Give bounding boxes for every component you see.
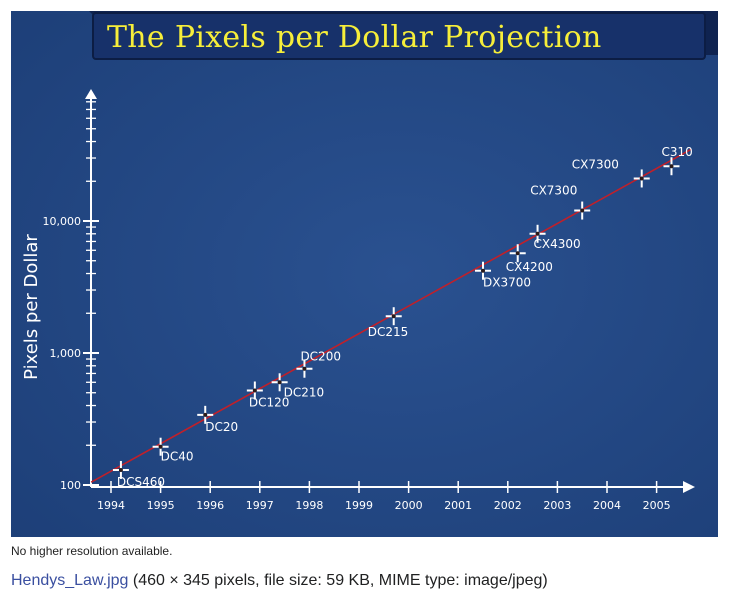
x-tick-label: 2005	[643, 499, 671, 512]
data-point-center	[481, 268, 485, 273]
x-tick-label: 2000	[395, 499, 423, 512]
x-tick-label: 1994	[97, 499, 125, 512]
data-point-center	[639, 176, 644, 181]
data-point	[152, 437, 169, 456]
chart-svg: The Pixels per Dollar Projection 100 1,000…	[11, 11, 718, 537]
data-point-label: C310	[661, 145, 692, 159]
data-point-label: CX7300	[530, 184, 577, 198]
chart-image: The Pixels per Dollar Projection 100 1,000…	[11, 11, 718, 537]
data-point-label: CX4300	[534, 237, 581, 251]
file-info-line: Hendys_Law.jpg (460 × 345 pixels, file s…	[11, 572, 548, 590]
x-tick-label: 2003	[543, 499, 571, 512]
data-point	[385, 307, 402, 326]
file-name-link[interactable]: Hendys_Law.jpg	[11, 572, 129, 589]
data-point	[475, 261, 491, 280]
x-tick-label: 1997	[246, 499, 274, 512]
data-point	[271, 373, 288, 392]
data-point	[296, 359, 313, 378]
data-point-label: DC215	[368, 325, 409, 339]
data-point	[112, 460, 129, 479]
data-point-center	[302, 366, 307, 371]
data-point-label: DCS460	[117, 475, 165, 489]
y-axis-label: Pixels per Dollar	[21, 234, 42, 380]
data-point	[574, 201, 591, 220]
y-tick-label: 100	[60, 479, 81, 492]
data-point-label: DC200	[300, 350, 341, 364]
no-higher-resolution-note: No higher resolution available.	[11, 544, 173, 558]
x-tick-label: 1996	[196, 499, 224, 512]
file-details: (460 × 345 pixels, file size: 59 KB, MIM…	[128, 572, 548, 589]
data-point-center	[203, 412, 208, 417]
data-point-label: DX3700	[483, 276, 531, 290]
x-tick-label: 2002	[494, 499, 522, 512]
data-point-center	[669, 164, 674, 169]
data-point-center	[535, 231, 540, 236]
x-tick-label: 1995	[147, 499, 175, 512]
data-point-center	[580, 208, 585, 213]
data-point-label: CX7300	[572, 157, 619, 171]
x-tick-label: 2001	[444, 499, 472, 512]
data-point	[633, 169, 650, 188]
y-tick-label: 10,000	[43, 215, 82, 228]
x-tick-label: 2004	[593, 499, 621, 512]
y-axis-arrow	[85, 89, 97, 99]
chart-title: The Pixels per Dollar Projection	[107, 20, 602, 55]
data-point-center	[515, 251, 520, 256]
data-point-center	[118, 467, 123, 472]
data-point	[197, 405, 214, 424]
x-tick-label: 1999	[345, 499, 373, 512]
y-tick-label: 1,000	[50, 347, 82, 360]
data-point	[529, 224, 546, 243]
x-tick-label: 1998	[295, 499, 323, 512]
data-point-center	[277, 380, 282, 385]
data-point-label: CX4200	[506, 260, 553, 274]
data-point-label: DC20	[205, 420, 238, 434]
data-point	[246, 381, 263, 400]
data-point-label: DC210	[284, 385, 325, 399]
chart-background	[11, 11, 718, 537]
data-point-center	[158, 444, 163, 449]
title-bar	[92, 12, 706, 60]
data-point	[509, 244, 526, 263]
x-axis-arrow	[683, 481, 695, 493]
data-point	[663, 157, 680, 176]
data-point-label: DC40	[161, 450, 194, 464]
data-point-center	[252, 388, 257, 393]
data-point-center	[391, 314, 396, 319]
data-point-label: DC120	[249, 395, 290, 409]
